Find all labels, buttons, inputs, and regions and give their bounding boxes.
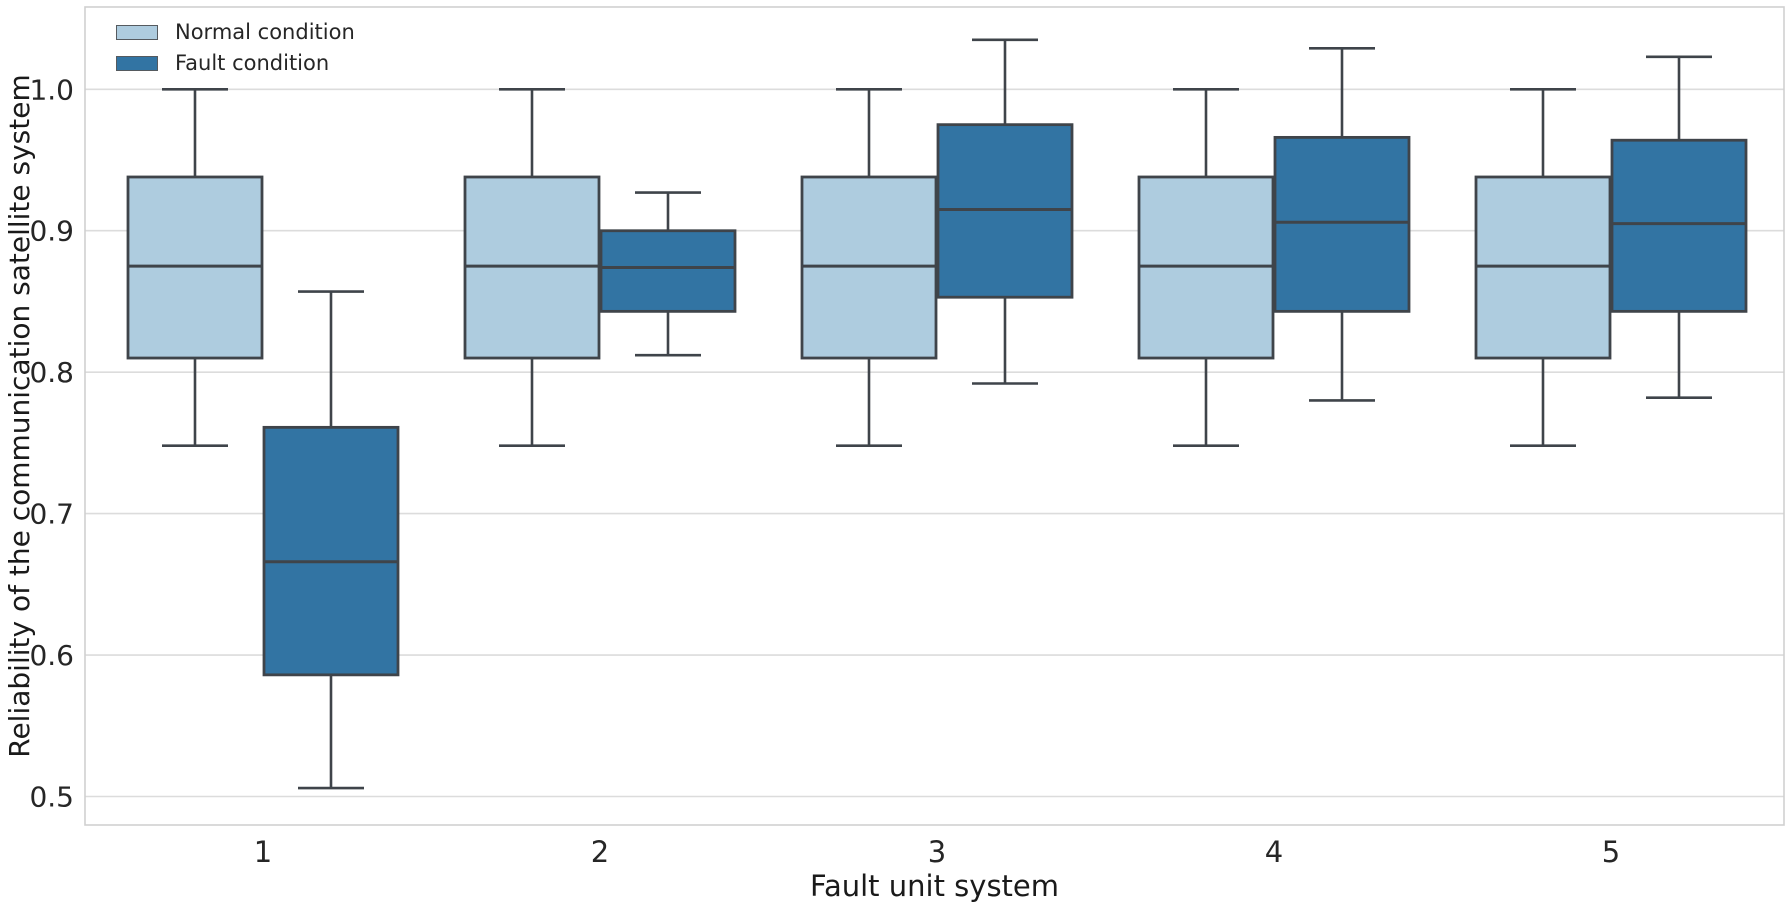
box-fault-3	[936, 38, 1074, 385]
x-tick-label: 4	[1265, 835, 1283, 869]
iqr-box	[1273, 135, 1411, 313]
plot-frame	[84, 6, 1785, 826]
legend-swatch-fault-condition	[116, 55, 158, 71]
legend-label-fault-condition: Fault condition	[175, 51, 330, 75]
iqr-box	[1610, 138, 1748, 313]
box-normal-5	[1474, 88, 1612, 448]
y-tick-label: 0.7	[29, 498, 74, 531]
y-tick-label: 0.9	[29, 215, 74, 248]
x-tick-labels: 1 2 3 4 5	[254, 835, 1620, 869]
legend-item-fault-condition: Fault condition	[116, 52, 355, 74]
x-tick-label: 3	[928, 835, 946, 869]
y-tick-label: 0.5	[29, 781, 74, 814]
legend-label-normal-condition: Normal condition	[175, 20, 355, 44]
box-fault-1	[262, 290, 400, 790]
x-tick-label: 5	[1602, 835, 1620, 869]
series-fault-condition	[262, 38, 1748, 790]
iqr-box	[599, 229, 737, 313]
x-axis-title: Fault unit system	[809, 869, 1060, 903]
x-tick-label: 2	[591, 835, 609, 869]
iqr-box	[262, 425, 400, 677]
y-tick-labels: 0.5 0.6 0.7 0.8 0.9 1.0	[29, 73, 74, 813]
y-tick-label: 0.6	[29, 639, 74, 672]
y-tick-label: 0.8	[29, 356, 74, 389]
legend-swatch-normal-condition	[116, 24, 158, 40]
legend: Normal condition Fault condition	[112, 19, 365, 76]
y-tick-label: 1.0	[29, 73, 74, 106]
box-fault-2	[599, 191, 737, 357]
box-normal-4	[1137, 88, 1275, 448]
box-fault-4	[1273, 46, 1411, 402]
box-normal-2	[463, 88, 601, 448]
series-normal-condition	[126, 88, 1612, 448]
box-normal-1	[126, 88, 264, 448]
box-fault-5	[1610, 55, 1748, 399]
legend-item-normal-condition: Normal condition	[116, 21, 355, 43]
x-tick-label: 1	[254, 835, 272, 869]
y-axis-title: Reliability of the communication satelli…	[3, 74, 36, 758]
box-normal-3	[800, 88, 938, 448]
